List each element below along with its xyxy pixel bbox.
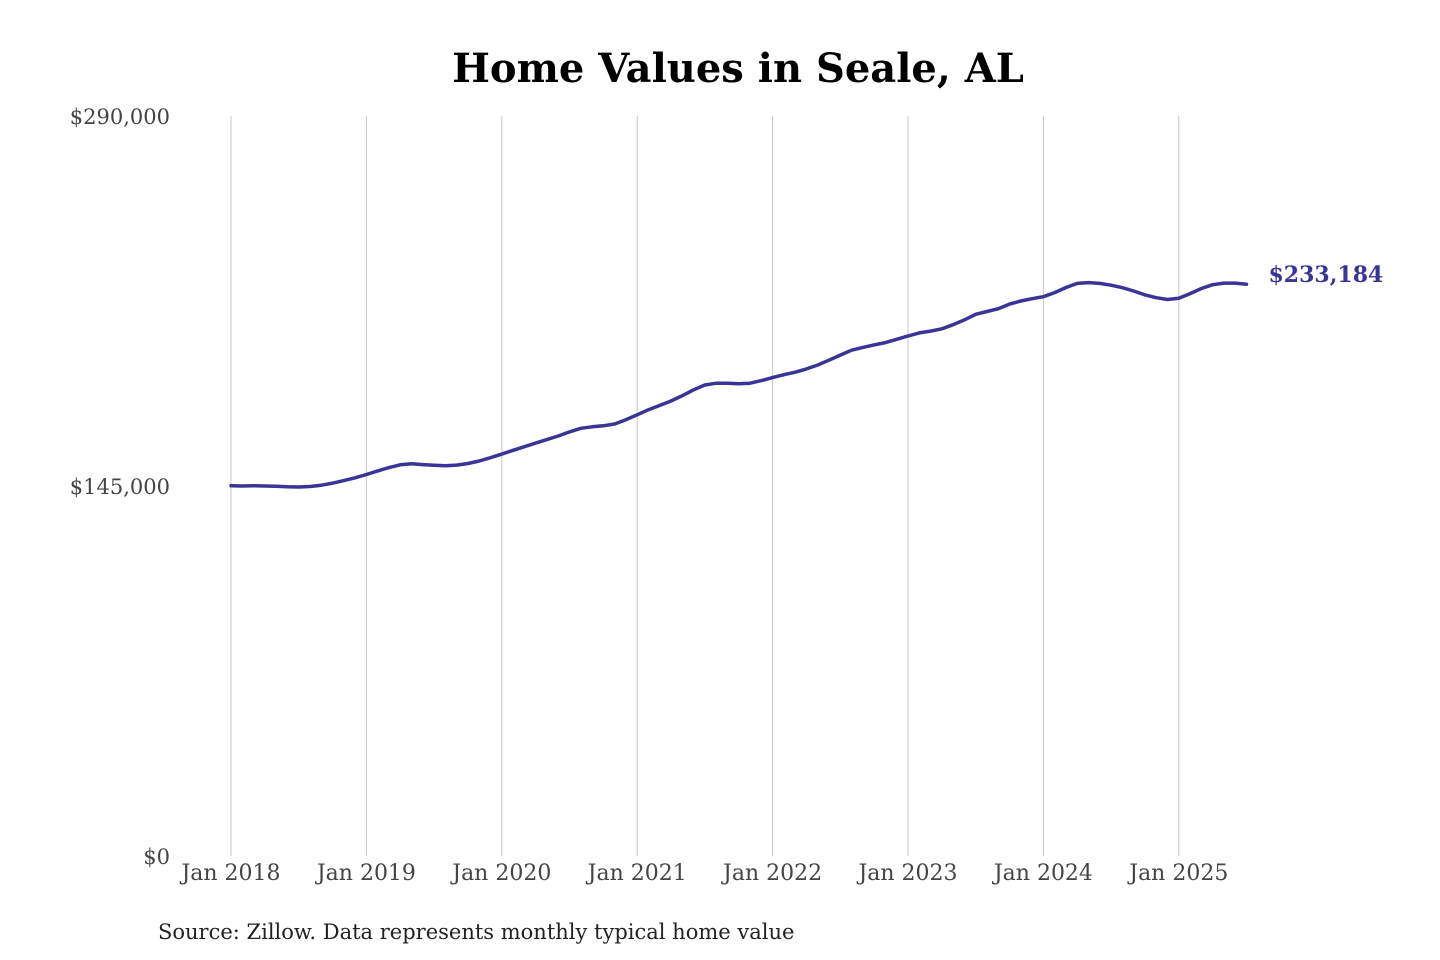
- x-tick-label: Jan 2018: [179, 861, 280, 886]
- gridlines: [230, 116, 1180, 856]
- end-value-label: $233,184: [1269, 262, 1384, 288]
- x-tick-label: Jan 2024: [992, 861, 1093, 886]
- source-note: Source: Zillow. Data represents monthly …: [158, 920, 794, 944]
- x-tick-label: Jan 2022: [721, 861, 822, 886]
- y-tick-label: $0: [143, 845, 170, 869]
- x-tick-label: Jan 2025: [1127, 861, 1228, 886]
- x-tick-label: Jan 2021: [586, 861, 687, 886]
- y-tick-label: $145,000: [70, 475, 170, 499]
- x-tick-label: Jan 2023: [856, 861, 957, 886]
- chart-title: Home Values in Seale, AL: [452, 45, 1024, 92]
- x-axis: Jan 2018 Jan 2019 Jan 2020 Jan 2021 Jan 2022…: [179, 861, 1228, 886]
- y-axis: $0 $145,000 $290,000: [70, 105, 170, 869]
- y-tick-label: $290,000: [70, 105, 170, 129]
- x-tick-label: Jan 2019: [315, 861, 416, 886]
- x-tick-label: Jan 2020: [450, 861, 551, 886]
- series-line-home-value: [229, 280, 1249, 489]
